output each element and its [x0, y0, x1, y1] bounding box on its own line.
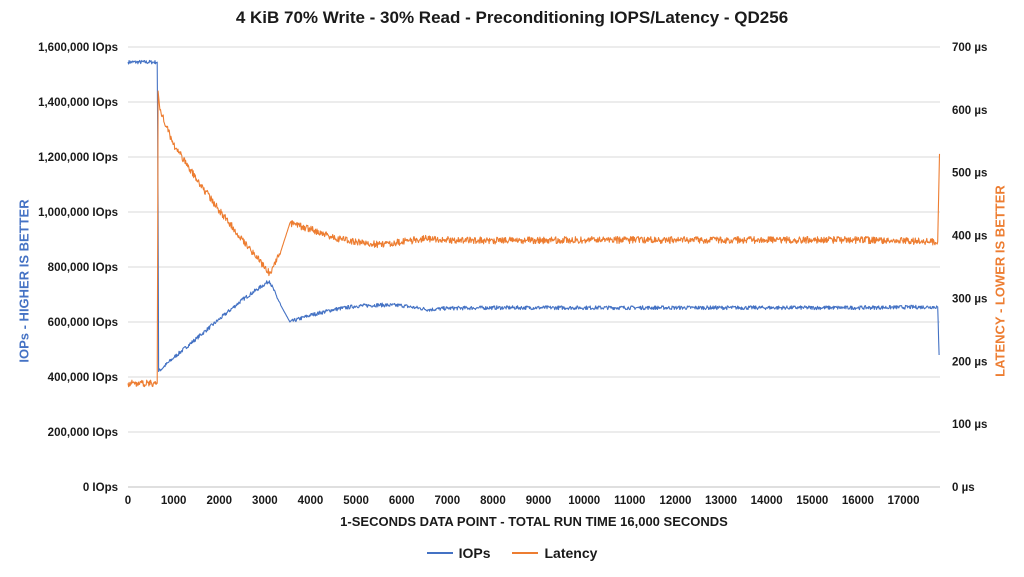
y-right-tick-label: 300 µs [952, 293, 987, 305]
x-tick-label: 3000 [252, 495, 278, 507]
y-right-tick-label: 0 µs [952, 482, 975, 494]
legend-label-iops: IOPs [458, 545, 491, 561]
y-left-tick-label: 1,400,000 IOps [38, 97, 118, 109]
x-tick-label: 7000 [435, 495, 461, 507]
y-right-tick-label: 700 µs [952, 42, 987, 54]
y-left-tick-label: 1,000,000 IOps [38, 207, 118, 219]
legend-item-iops: IOPs [426, 545, 491, 561]
legend-swatch-iops [426, 552, 453, 554]
y-left-tick-label: 600,000 IOps [48, 317, 118, 329]
y-right-tick-label: 100 µs [952, 419, 987, 431]
x-tick-label: 4000 [298, 495, 324, 507]
y-left-tick-label: 200,000 IOps [48, 427, 118, 439]
x-tick-label: 6000 [389, 495, 415, 507]
y-right-tick-label: 500 µs [952, 168, 987, 180]
x-tick-label: 9000 [526, 495, 552, 507]
y-left-tick-label: 400,000 IOps [48, 372, 118, 384]
y-left-tick-label: 800,000 IOps [48, 262, 118, 274]
legend-item-latency: Latency [512, 545, 597, 561]
legend: IOPs Latency [0, 545, 1024, 561]
x-tick-label: 11000 [614, 495, 645, 507]
y-right-tick-label: 600 µs [952, 105, 987, 117]
y-left-tick-label: 1,600,000 IOps [38, 42, 118, 54]
chart-title: 4 KiB 70% Write - 30% Read - Preconditio… [235, 8, 789, 27]
x-tick-label: 15000 [796, 495, 828, 507]
x-tick-label: 0 [125, 495, 131, 507]
legend-swatch-latency [512, 552, 539, 554]
x-tick-label: 13000 [705, 495, 737, 507]
x-tick-label: 16000 [842, 495, 874, 507]
y-left-tick-label: 1,200,000 IOps [38, 152, 118, 164]
x-tick-label: 1000 [161, 495, 187, 507]
y-right-tick-label: 200 µs [952, 356, 987, 368]
x-tick-label: 10000 [568, 495, 600, 507]
series-line-iops [127, 59, 940, 373]
x-tick-label: 12000 [659, 495, 691, 507]
x-tick-label: 8000 [480, 495, 506, 507]
series-line-latency [127, 90, 941, 388]
legend-label-latency: Latency [544, 545, 598, 561]
x-tick-label: 17000 [888, 495, 920, 507]
x-tick-label: 14000 [751, 495, 783, 507]
y-left-tick-label: 0 IOps [83, 482, 118, 494]
x-axis-label: 1-SECONDS DATA POINT - TOTAL RUN TIME 16… [340, 514, 728, 529]
x-tick-label: 2000 [206, 495, 232, 507]
y-right-tick-label: 400 µs [952, 231, 987, 243]
x-tick-label: 5000 [343, 495, 369, 507]
